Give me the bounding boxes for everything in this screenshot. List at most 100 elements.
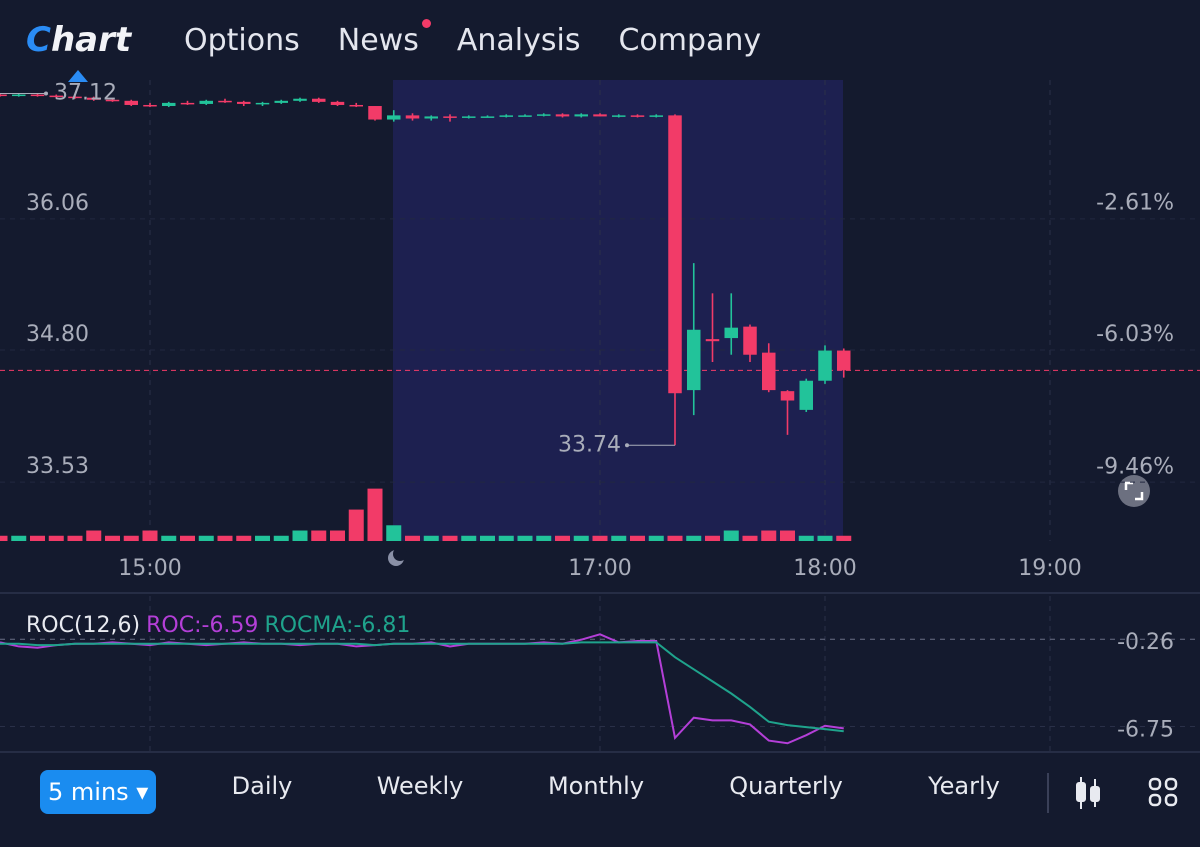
candle-body <box>837 350 851 371</box>
candle-body <box>49 95 63 98</box>
layout-button[interactable] <box>1148 777 1178 807</box>
candle-body <box>612 115 626 117</box>
candle-body <box>780 391 795 401</box>
volume-bar <box>11 535 27 541</box>
candle-body <box>724 327 738 339</box>
volume-bar <box>217 535 233 541</box>
candle-body <box>68 96 82 99</box>
logo-pointer <box>68 70 88 82</box>
volume-bar <box>255 535 270 541</box>
volume-bar <box>86 530 102 541</box>
interval-tab[interactable]: Daily <box>231 772 293 800</box>
volume-bar <box>161 535 177 541</box>
candle-body <box>668 115 682 394</box>
candle-body <box>387 115 401 120</box>
candle-body <box>630 115 645 117</box>
candle-body <box>124 100 138 105</box>
candle-body <box>593 114 607 117</box>
candle-body <box>499 115 513 117</box>
volume-bar <box>442 535 458 541</box>
notification-dot <box>421 18 431 28</box>
candle-body <box>199 100 213 104</box>
volume-bar <box>198 535 214 541</box>
volume-bar <box>667 535 683 541</box>
candle-body <box>12 94 26 97</box>
candle-body <box>349 104 363 107</box>
interval-tab[interactable]: Monthly <box>547 772 645 800</box>
y-tick-label: -0.26 <box>1117 630 1174 655</box>
candle-body <box>649 115 663 117</box>
candle-body <box>518 115 532 117</box>
candle-body <box>368 106 382 120</box>
volume-bar <box>761 530 777 541</box>
candle-body <box>555 114 570 117</box>
candle-body <box>105 99 120 102</box>
candle-body <box>255 102 270 105</box>
y2-tick-label: -6.03% <box>1096 322 1174 347</box>
x-tick-label: 18:00 <box>793 556 856 581</box>
low-marker-label: 33.74 <box>558 432 621 457</box>
legend-entry: ROC:-6.59 <box>146 613 258 638</box>
volume-bar <box>405 535 420 541</box>
y-tick-label: -6.75 <box>1117 717 1174 742</box>
volume-bar <box>367 488 383 541</box>
volume-bar <box>30 535 45 541</box>
volume-bar <box>536 535 552 541</box>
candle-body <box>312 98 326 102</box>
volume-bar <box>798 535 814 541</box>
nav-item[interactable]: News <box>338 18 431 58</box>
x-tick-label: 15:00 <box>118 556 181 581</box>
candle-body <box>180 102 195 105</box>
candle-body <box>818 350 832 381</box>
interval-toolbar: 5 mins ▾ Daily Weekly Monthly Quarterly … <box>0 755 1200 831</box>
candle-body <box>705 339 720 342</box>
x-tick-label: 19:00 <box>1018 556 1081 581</box>
indicator-line <box>0 641 844 733</box>
expand-button[interactable] <box>1118 475 1150 507</box>
interval-dropdown[interactable]: 5 mins ▾ <box>40 770 157 814</box>
volume-bar <box>686 535 702 541</box>
candle-body <box>237 101 251 104</box>
volume-bar <box>480 535 495 541</box>
volume-bar <box>123 535 139 541</box>
volume-bar <box>705 535 720 541</box>
legend-entry: ROCMA:-6.81 <box>264 613 410 638</box>
candle-body <box>480 116 495 118</box>
volume-bar <box>236 535 252 541</box>
candle-body <box>30 94 45 97</box>
y-tick-label: 34.80 <box>26 322 89 347</box>
candle-body <box>143 104 157 107</box>
volume-bar <box>498 535 514 541</box>
candle-body <box>218 100 232 103</box>
interval-tab[interactable]: Weekly <box>376 772 464 800</box>
volume-bar <box>461 535 477 541</box>
candle-body <box>0 94 7 97</box>
volume-bar <box>348 509 364 541</box>
candle-body <box>330 101 345 105</box>
candle-body <box>274 100 288 103</box>
candle-body <box>537 114 551 116</box>
nav-item[interactable]: Company <box>618 22 762 58</box>
volume-bar <box>386 525 402 541</box>
high-marker-dot <box>44 91 48 96</box>
y2-tick-label: -2.61% <box>1096 190 1174 215</box>
logo[interactable]: Chart <box>26 20 132 60</box>
y2-tick-label: -9.46% <box>1096 454 1174 479</box>
volume-bar <box>273 535 289 541</box>
volume-bar <box>592 535 608 541</box>
interval-tab[interactable]: Quarterly <box>729 772 843 800</box>
volume-bar <box>517 535 533 541</box>
nav-item[interactable]: Options <box>184 22 300 58</box>
volume-bar <box>311 530 327 541</box>
interval-tab[interactable]: Yearly <box>928 772 1000 800</box>
volume-bar <box>105 535 120 541</box>
volume-bar <box>292 530 308 541</box>
volume-bar <box>630 535 645 541</box>
candle-style-button[interactable] <box>1076 777 1100 809</box>
volume-bar <box>611 535 627 541</box>
low-marker-dot <box>625 443 629 448</box>
nav-item[interactable]: Analysis <box>456 22 581 58</box>
volume-bar <box>142 530 158 541</box>
candle-body <box>574 114 588 117</box>
